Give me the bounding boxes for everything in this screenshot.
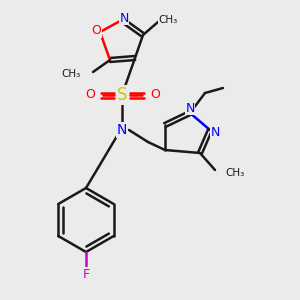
Text: CH₃: CH₃ [62,69,81,79]
Text: O: O [85,88,95,101]
Text: N: N [185,101,195,115]
Text: O: O [150,88,160,101]
Text: N: N [117,123,127,137]
Text: F: F [82,268,90,281]
Text: N: N [210,127,220,140]
Text: CH₃: CH₃ [225,168,244,178]
Text: O: O [91,25,101,38]
Text: N: N [119,11,129,25]
Text: CH₃: CH₃ [158,15,178,25]
Text: S: S [117,86,127,104]
